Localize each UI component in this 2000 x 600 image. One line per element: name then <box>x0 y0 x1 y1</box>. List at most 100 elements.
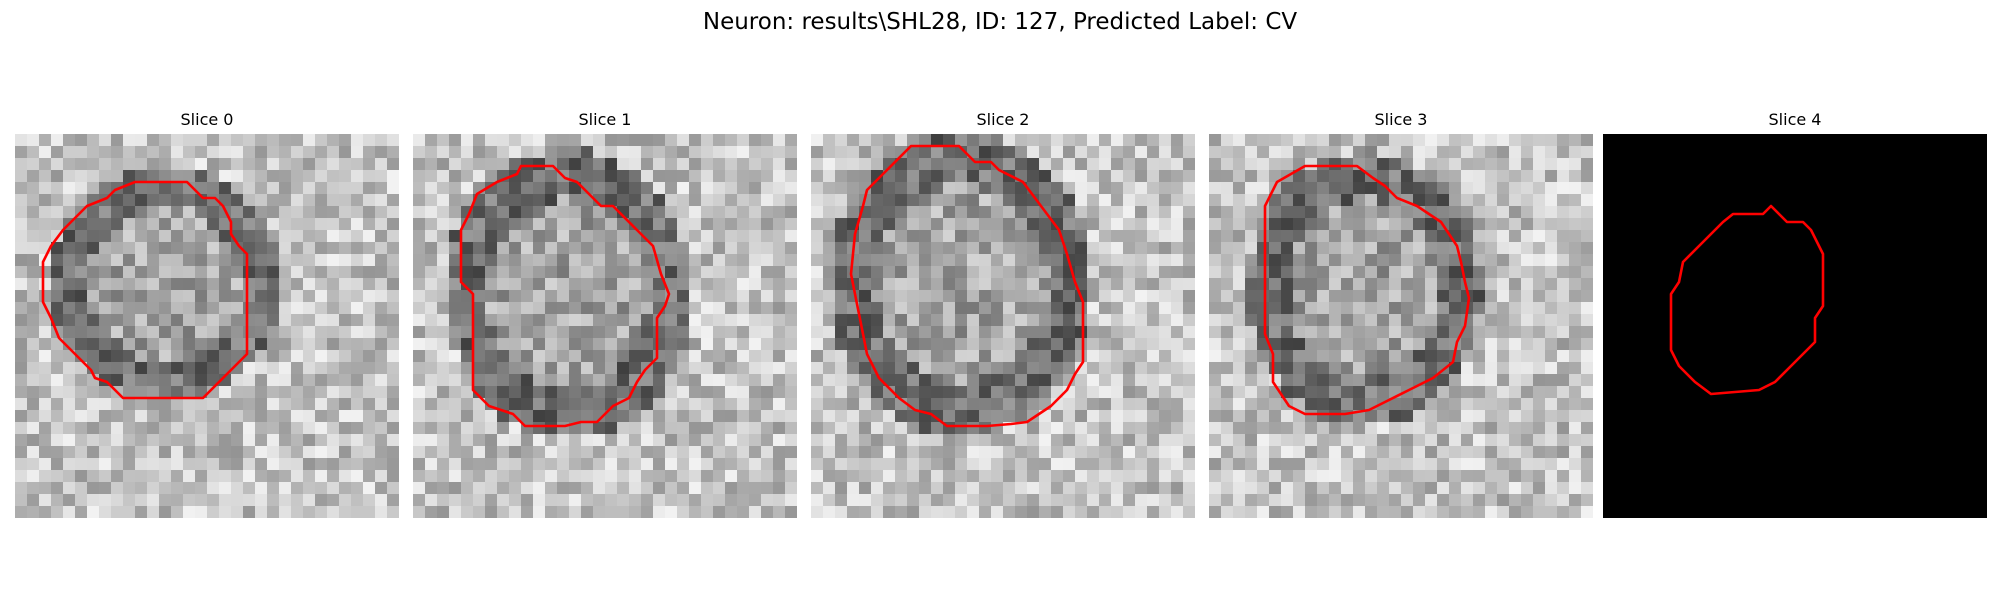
image-pixel <box>219 158 232 171</box>
image-pixel <box>1377 410 1390 423</box>
image-pixel <box>1051 338 1064 351</box>
image-pixel <box>629 494 642 507</box>
image-pixel <box>835 314 848 327</box>
image-pixel <box>461 134 474 147</box>
image-pixel <box>461 278 474 291</box>
image-pixel <box>413 182 426 195</box>
image-pixel <box>291 494 304 507</box>
image-pixel <box>1015 290 1028 303</box>
image-pixel <box>677 254 690 267</box>
image-pixel <box>183 170 196 183</box>
image-pixel <box>51 350 64 363</box>
image-pixel <box>569 338 582 351</box>
image-pixel <box>99 398 112 411</box>
image-pixel <box>701 470 714 483</box>
image-pixel <box>1329 446 1342 459</box>
image-pixel <box>1075 470 1088 483</box>
image-pixel <box>1281 446 1294 459</box>
image-pixel <box>449 410 462 423</box>
image-pixel <box>183 422 196 435</box>
image-pixel <box>1039 230 1052 243</box>
image-pixel <box>1063 506 1076 518</box>
image-pixel <box>1581 398 1593 411</box>
image-pixel <box>1437 350 1450 363</box>
image-pixel <box>689 302 702 315</box>
image-pixel <box>835 146 848 159</box>
image-pixel <box>1123 170 1136 183</box>
image-pixel <box>87 350 100 363</box>
image-pixel <box>1245 254 1258 267</box>
image-pixel <box>1377 182 1390 195</box>
image-pixel <box>1533 314 1546 327</box>
image-pixel <box>823 362 836 375</box>
image-pixel <box>761 362 774 375</box>
image-pixel <box>1485 350 1498 363</box>
image-pixel <box>375 506 388 518</box>
image-pixel <box>1281 338 1294 351</box>
image-pixel <box>1461 170 1474 183</box>
image-pixel <box>1075 446 1088 459</box>
image-pixel <box>243 134 256 147</box>
image-pixel <box>895 410 908 423</box>
image-pixel <box>979 386 992 399</box>
image-pixel <box>1413 266 1426 279</box>
image-pixel <box>1557 206 1570 219</box>
image-pixel <box>1209 206 1222 219</box>
image-pixel <box>689 230 702 243</box>
image-pixel <box>1063 134 1076 147</box>
image-pixel <box>1039 350 1052 363</box>
image-pixel <box>413 338 426 351</box>
image-pixel <box>1509 290 1522 303</box>
image-pixel <box>749 434 762 447</box>
image-pixel <box>1281 290 1294 303</box>
image-pixel <box>207 398 220 411</box>
image-pixel <box>823 506 836 518</box>
image-pixel <box>1209 230 1222 243</box>
image-pixel <box>653 362 666 375</box>
image-pixel <box>171 446 184 459</box>
image-pixel <box>629 290 642 303</box>
image-pixel <box>1051 194 1064 207</box>
image-pixel <box>883 134 896 147</box>
image-pixel <box>1135 230 1148 243</box>
image-pixel <box>1027 278 1040 291</box>
image-pixel <box>63 290 76 303</box>
image-pixel <box>725 422 738 435</box>
image-pixel <box>1123 482 1136 495</box>
image-pixel <box>1413 446 1426 459</box>
image-pixel <box>1401 254 1414 267</box>
image-pixel <box>1473 278 1486 291</box>
image-pixel <box>991 218 1004 231</box>
image-pixel <box>147 254 160 267</box>
image-pixel <box>1233 446 1246 459</box>
image-pixel <box>1159 326 1172 339</box>
image-pixel <box>1123 422 1136 435</box>
image-pixel <box>1317 254 1330 267</box>
image-pixel <box>689 170 702 183</box>
image-pixel <box>835 302 848 315</box>
image-pixel <box>437 410 450 423</box>
image-pixel <box>425 302 438 315</box>
image-pixel <box>1389 314 1402 327</box>
image-pixel <box>135 254 148 267</box>
image-pixel <box>303 230 316 243</box>
image-pixel <box>1281 206 1294 219</box>
image-pixel <box>1281 326 1294 339</box>
image-pixel <box>533 194 546 207</box>
image-pixel <box>207 470 220 483</box>
image-pixel <box>967 446 980 459</box>
image-pixel <box>425 470 438 483</box>
image-pixel <box>545 410 558 423</box>
image-pixel <box>835 134 848 147</box>
image-pixel <box>1497 446 1510 459</box>
image-pixel <box>1341 146 1354 159</box>
image-pixel <box>375 350 388 363</box>
image-pixel <box>327 350 340 363</box>
image-pixel <box>991 398 1004 411</box>
image-pixel <box>1015 470 1028 483</box>
image-pixel <box>1257 470 1270 483</box>
image-pixel <box>665 266 678 279</box>
image-pixel <box>363 350 376 363</box>
image-pixel <box>677 470 690 483</box>
image-pixel <box>1581 458 1593 471</box>
